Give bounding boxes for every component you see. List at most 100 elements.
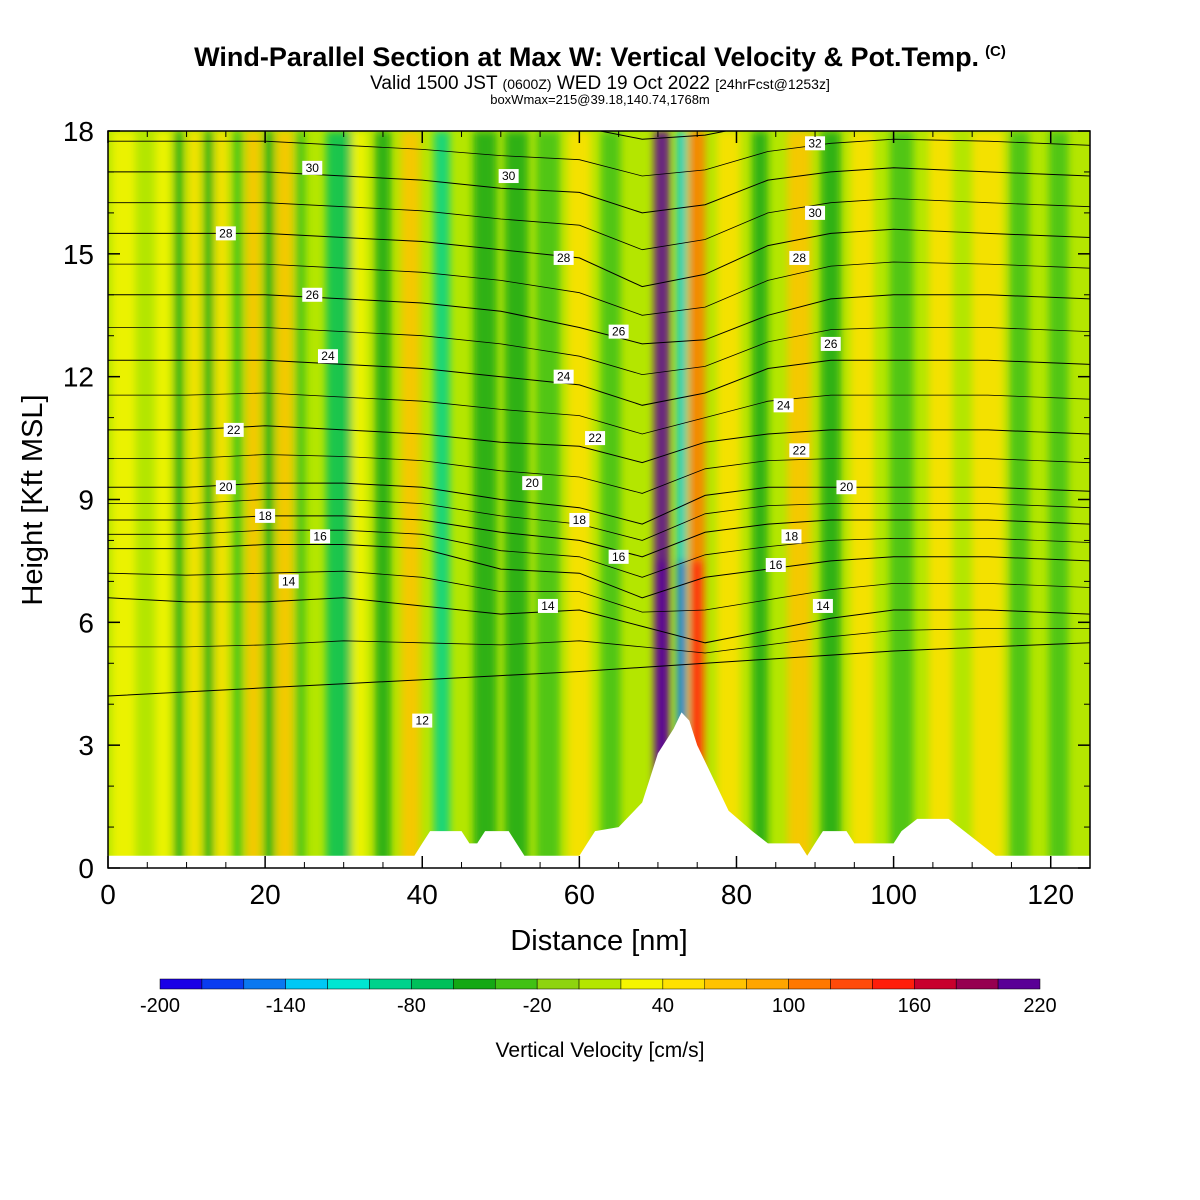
x-tick-label: 120: [1027, 879, 1074, 910]
y-tick-label: 0: [78, 853, 94, 884]
velocity-field: [108, 131, 1090, 868]
velocity-column: [972, 131, 1004, 868]
colorbar-swatch: [914, 978, 957, 990]
isentrope-contours: [108, 131, 1090, 697]
velocity-column: [173, 131, 184, 868]
contour-label-box: [773, 398, 794, 413]
velocity-column: [1009, 131, 1030, 868]
contour-label-box: [553, 250, 574, 265]
contour-label-box: [836, 480, 857, 495]
contour-label: 16: [612, 550, 626, 564]
contour-label: 30: [306, 161, 320, 175]
isentrope-line: [108, 138, 1090, 177]
x-axis-label: Distance [nm]: [510, 925, 687, 957]
colorbar-tick-label: 220: [1023, 995, 1056, 1017]
colorbar-swatch: [369, 978, 412, 990]
contour-label-box: [522, 476, 543, 491]
contour-label: 20: [840, 480, 854, 494]
colorbar-swatch: [536, 978, 580, 990]
contour-label: 14: [816, 599, 830, 613]
colorbar-swatch: [704, 978, 747, 990]
velocity-column: [504, 131, 529, 868]
isentrope-line: [597, 131, 729, 140]
contour-label: 14: [541, 599, 555, 613]
isentrope-line: [108, 392, 1090, 435]
colorbar-tick-label: 160: [898, 995, 931, 1017]
contour-label: 16: [769, 558, 783, 572]
isentrope-line: [108, 642, 1090, 697]
contour-label-box: [317, 349, 338, 364]
x-tick-label: 20: [250, 879, 281, 910]
velocity-column: [400, 131, 421, 868]
colorbar-swatch: [494, 978, 538, 990]
contour-label-box: [608, 324, 629, 339]
x-tick-label: 80: [721, 879, 752, 910]
chart-title: Wind-Parallel Section at Max W: Vertical…: [194, 42, 1006, 72]
velocity-core: [657, 560, 667, 766]
velocity-column: [600, 131, 621, 868]
x-tick-label: 40: [407, 879, 438, 910]
velocity-column: [752, 131, 768, 868]
y-tick-label: 3: [78, 730, 94, 761]
contour-label-box: [585, 431, 606, 446]
contour-label-box: [223, 422, 244, 437]
contour-label-box: [781, 529, 802, 544]
contour-label: 14: [282, 574, 296, 588]
isentrope-line: [108, 167, 1090, 214]
y-axis-label: Height [Kft MSL]: [17, 394, 49, 605]
contour-label: 18: [258, 509, 272, 523]
chart-subtitle: Valid 1500 JST (0600Z) WED 19 Oct 2022 […: [370, 73, 830, 94]
contour-label: 22: [588, 431, 602, 445]
contour-label: 12: [416, 714, 430, 728]
isentrope-line: [108, 499, 1090, 541]
colorbar-swatch: [955, 978, 999, 990]
contour-label: 20: [526, 476, 540, 490]
contour-label: 22: [227, 423, 241, 437]
colorbar-swatch: [327, 978, 370, 990]
colorbar-swatch: [662, 978, 706, 990]
velocity-column: [787, 131, 812, 868]
contour-label-box: [537, 598, 558, 613]
colorbar-tick-label: -80: [397, 995, 426, 1017]
contour-label-box: [569, 512, 590, 527]
velocity-column: [375, 131, 391, 868]
colorbar-tick-label: -20: [523, 995, 552, 1017]
velocity-column: [889, 131, 914, 868]
contour-label-box: [215, 226, 236, 241]
contour-label-box: [765, 558, 786, 573]
y-tick-label: 12: [63, 362, 94, 393]
velocity-column: [676, 131, 687, 868]
velocity-column: [928, 131, 953, 868]
contour-label-box: [215, 480, 236, 495]
y-tick-label: 6: [78, 607, 94, 638]
contour-label: 26: [612, 325, 626, 339]
colorbar-swatch: [201, 978, 245, 990]
colorbar-tick-label: 100: [772, 995, 805, 1017]
isentrope-line: [108, 359, 1090, 406]
axes: 0 20 40 60 80 100 120 0 3 6 9 12 15 18: [63, 116, 1091, 910]
contour-label: 26: [306, 288, 320, 302]
contour-label: 26: [824, 337, 838, 351]
contour-label-box: [812, 598, 833, 613]
velocity-core: [678, 560, 685, 766]
velocity-column: [567, 131, 592, 868]
contour-label: 20: [219, 480, 233, 494]
isentrope-line: [108, 529, 1090, 578]
contour-labels: 30 30 32 28 30 28 28 26 26 26 24 24 24 22 22 22 20 20 20 18…: [215, 136, 857, 728]
y-tick-label: 9: [78, 485, 94, 516]
velocity-column: [111, 131, 136, 868]
colorbar-swatch: [243, 978, 286, 990]
contour-label-box: [608, 549, 629, 564]
velocity-column: [155, 131, 171, 868]
isentrope-line: [108, 198, 1090, 251]
isentrope-line: [108, 228, 1090, 288]
contour-label: 24: [557, 370, 571, 384]
contour-label-box: [302, 160, 323, 175]
colorbar-swatch: [620, 978, 664, 990]
isentrope-line: [108, 570, 1090, 613]
colorbar-swatch: [872, 978, 915, 990]
contour-label-box: [820, 336, 841, 351]
isentrope-line: [108, 261, 1090, 316]
terrain: [108, 712, 1090, 868]
